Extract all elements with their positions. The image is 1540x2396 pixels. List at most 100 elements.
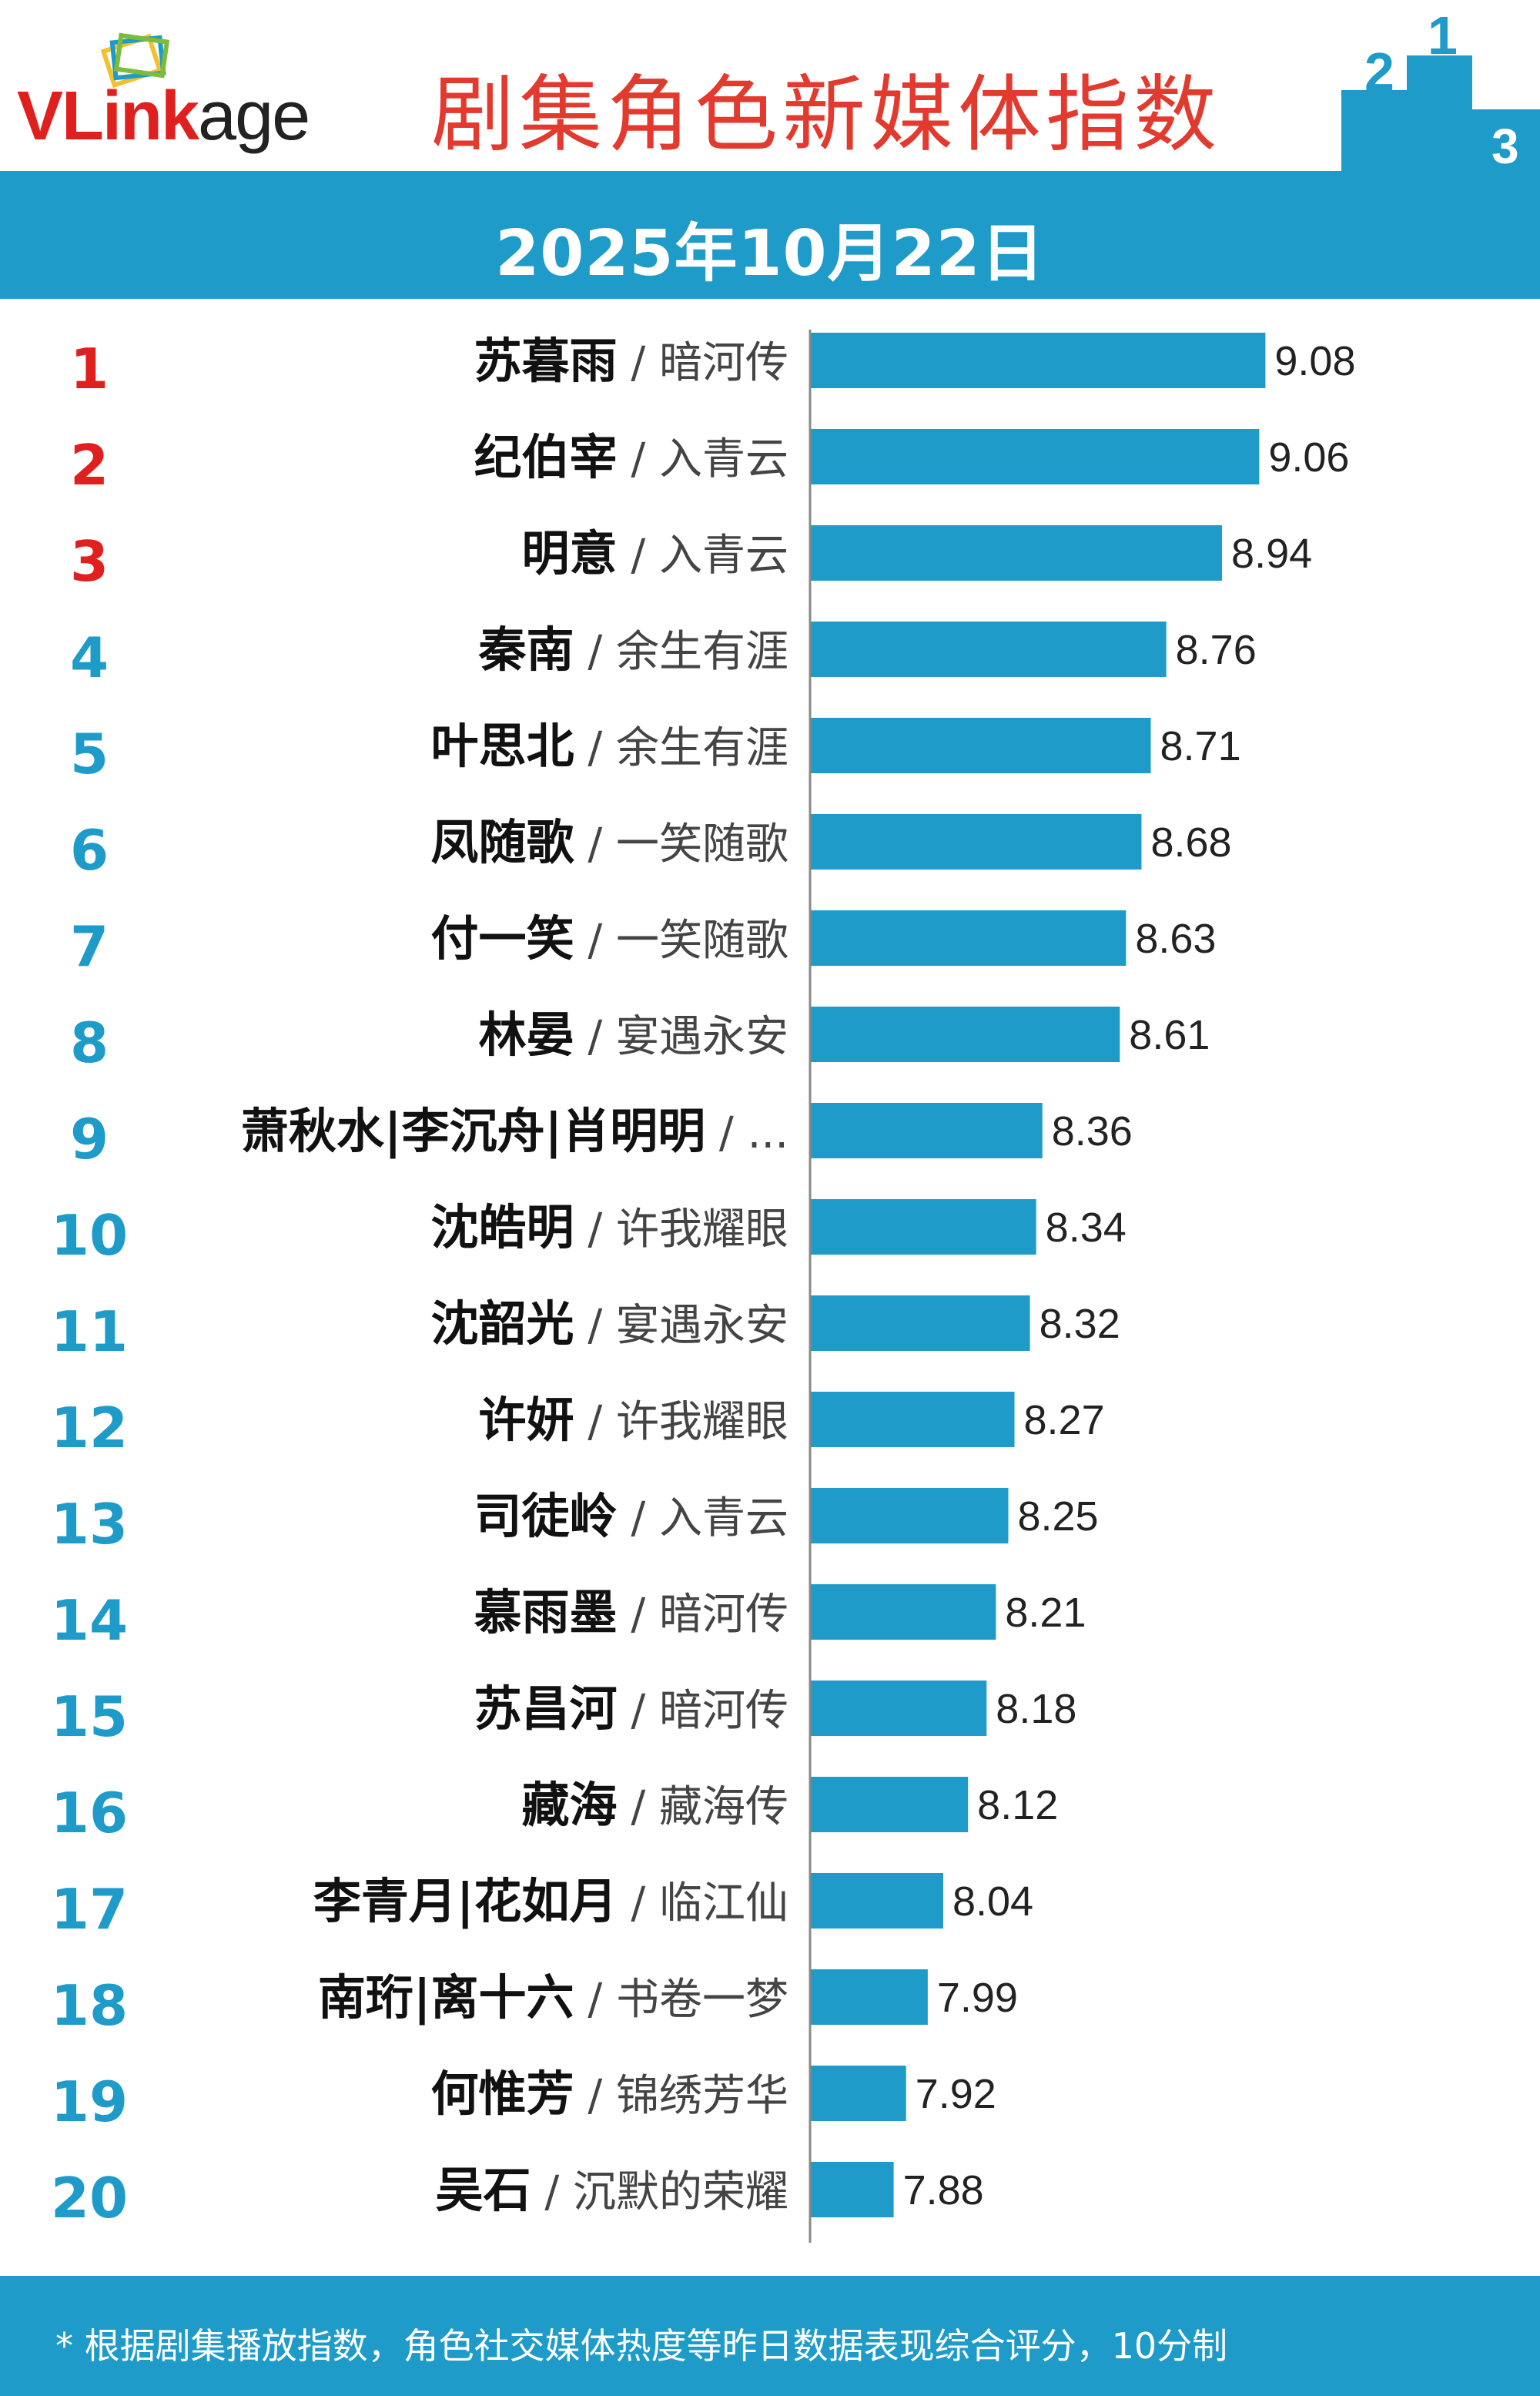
bar-1 — [810, 333, 1266, 388]
show-name: / 余生有涯 — [574, 627, 788, 677]
value-label-13: 8.25 — [1017, 1493, 1098, 1540]
character-name: 沈皓明 — [431, 1199, 574, 1255]
rank-number-7: 7 — [70, 914, 109, 979]
bar-6 — [810, 814, 1142, 870]
character-name: 何惟芳 — [431, 2066, 574, 2122]
show-name: / 入青云 — [618, 434, 788, 484]
category-label-12: 许妍 / 许我耀眼 — [479, 1392, 788, 1448]
value-label-7: 8.63 — [1135, 916, 1216, 962]
character-name: 叶思北 — [431, 718, 574, 774]
rank-number-4: 4 — [70, 625, 109, 690]
value-label-11: 8.32 — [1040, 1301, 1120, 1347]
value-label-8: 8.61 — [1129, 1012, 1210, 1058]
category-label-14: 慕雨墨 / 暗河传 — [474, 1584, 788, 1640]
rank-number-11: 11 — [51, 1299, 128, 1364]
page-title: 剧集角色新媒体指数 — [431, 67, 1222, 163]
value-label-12: 8.27 — [1024, 1397, 1105, 1443]
rank-number-12: 12 — [51, 1396, 128, 1460]
category-label-19: 何惟芳 / 锦绣芳华 — [431, 2066, 788, 2122]
value-label-6: 8.68 — [1150, 819, 1231, 866]
character-name: 萧秋水|李沉舟|肖明明 — [241, 1103, 705, 1160]
show-name: / 一笑随歌 — [574, 819, 788, 870]
category-label-18: 南珩|离十六 / 书卷一梦 — [318, 1969, 788, 2026]
bar-12 — [810, 1392, 1015, 1447]
value-label-20: 7.88 — [903, 2167, 984, 2213]
bar-18 — [810, 1969, 928, 2025]
svg-text:2: 2 — [1364, 42, 1394, 102]
show-name: / 宴遇永安 — [574, 1301, 788, 1351]
character-name: 司徒岭 — [474, 1488, 618, 1544]
bar-10 — [810, 1199, 1036, 1255]
category-label-6: 凤随歌 / 一笑随歌 — [431, 814, 788, 870]
category-label-5: 叶思北 / 余生有涯 — [431, 718, 788, 774]
rank-number-17: 17 — [51, 1877, 128, 1942]
ranking-bar-chart: 9.08 1 苏暮雨 / 暗河传 9.06 2 纪伯宰 / 入青云 8.94 3 明意 / 入青… — [51, 330, 1355, 2243]
bar-2 — [810, 429, 1260, 484]
value-label-19: 7.92 — [916, 2071, 996, 2117]
rank-number-14: 14 — [51, 1588, 128, 1653]
character-name: 沈韶光 — [431, 1295, 574, 1352]
rank-number-3: 3 — [70, 529, 109, 594]
rank-number-10: 10 — [51, 1203, 128, 1268]
bar-5 — [810, 718, 1151, 773]
footnote: * 根据剧集播放指数，角色社交媒体热度等昨日数据表现综合评分，10分制 — [55, 2325, 1228, 2367]
show-name: / 暗河传 — [618, 338, 788, 388]
footer-band — [0, 2276, 1540, 2396]
show-name: / 入青云 — [618, 1493, 788, 1543]
character-name: 南珩|离十六 — [318, 1969, 574, 2026]
show-name: / 沉默的荣耀 — [531, 2167, 788, 2217]
category-label-3: 明意 / 入青云 — [522, 525, 788, 581]
rank-number-16: 16 — [51, 1781, 128, 1845]
category-label-16: 藏海 / 藏海传 — [522, 1777, 788, 1833]
show-name: / 暗河传 — [618, 1686, 788, 1736]
rank-number-15: 15 — [51, 1684, 128, 1749]
character-name: 秦南 — [478, 622, 574, 678]
bar-16 — [810, 1777, 969, 1832]
show-name: / 入青云 — [618, 531, 788, 581]
character-name: 纪伯宰 — [474, 429, 618, 485]
character-name: 李青月|花如月 — [313, 1873, 618, 1930]
vlinkage-logo: VLinkage — [17, 23, 340, 155]
logo-wordmark: VLinkage — [17, 77, 310, 156]
bar-19 — [810, 2066, 906, 2121]
bar-15 — [810, 1681, 987, 1736]
bar-11 — [810, 1295, 1030, 1351]
logo-frames-icon — [100, 32, 170, 89]
show-name: / 宴遇永安 — [574, 1012, 788, 1062]
show-name: / 许我耀眼 — [574, 1397, 788, 1447]
podium-icon: 2 1 3 — [1341, 17, 1540, 171]
value-label-2: 9.06 — [1268, 434, 1349, 481]
show-name: / 许我耀眼 — [574, 1205, 788, 1255]
bar-3 — [810, 525, 1223, 581]
rank-number-13: 13 — [51, 1492, 128, 1557]
category-label-10: 沈皓明 / 许我耀眼 — [431, 1199, 788, 1255]
header: VLinkage 剧集角色新媒体指数 2 1 3 — [0, 0, 1540, 171]
rank-number-18: 18 — [51, 1973, 128, 2038]
character-name: 付一笑 — [431, 910, 574, 967]
category-label-11: 沈韶光 / 宴遇永安 — [431, 1295, 788, 1352]
rank-number-19: 19 — [51, 2069, 128, 2134]
character-name: 明意 — [522, 525, 618, 581]
rank-number-9: 9 — [70, 1107, 109, 1171]
value-label-5: 8.71 — [1160, 723, 1241, 769]
character-name: 凤随歌 — [431, 814, 575, 870]
show-name: / 书卷一梦 — [574, 1975, 788, 2025]
character-name: 许妍 — [479, 1392, 574, 1448]
character-name: 慕雨墨 — [474, 1584, 618, 1640]
category-label-17: 李青月|花如月 / 临江仙 — [313, 1873, 788, 1930]
category-label-13: 司徒岭 / 入青云 — [474, 1488, 788, 1544]
bar-9 — [810, 1103, 1043, 1158]
value-label-3: 8.94 — [1231, 531, 1312, 577]
category-label-9: 萧秋水|李沉舟|肖明明 / ... — [241, 1103, 788, 1160]
show-name: / 锦绣芳华 — [574, 2071, 788, 2121]
show-name: / 暗河传 — [618, 1590, 788, 1640]
character-name: 苏暮雨 — [474, 333, 618, 389]
rank-number-1: 1 — [70, 337, 109, 401]
category-label-1: 苏暮雨 / 暗河传 — [474, 333, 788, 389]
bar-8 — [810, 1007, 1120, 1062]
value-label-4: 8.76 — [1176, 627, 1257, 673]
show-name: / ... — [705, 1108, 788, 1158]
character-name: 藏海 — [522, 1777, 618, 1833]
value-label-15: 8.18 — [996, 1686, 1076, 1732]
character-name: 吴石 — [436, 2162, 531, 2218]
